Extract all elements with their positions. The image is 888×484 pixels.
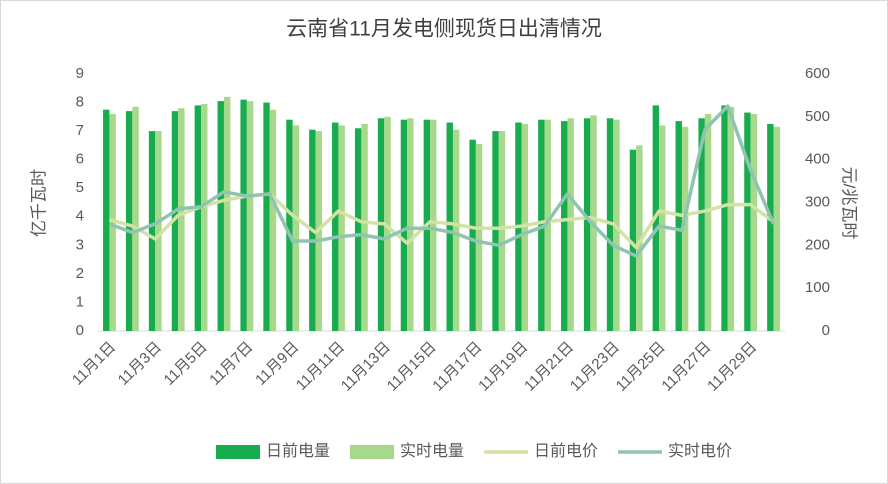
bar <box>384 116 391 331</box>
bar <box>223 96 231 331</box>
bar <box>561 121 568 331</box>
y-tick-label: 6 <box>76 151 84 168</box>
y2-tick-label: 200 <box>805 236 830 253</box>
bar <box>201 103 208 331</box>
bar <box>629 149 637 331</box>
bar <box>354 128 362 331</box>
bar <box>681 126 689 331</box>
bar <box>452 129 460 331</box>
bar <box>125 111 133 331</box>
bar <box>698 118 705 331</box>
bar <box>446 122 453 332</box>
bar <box>148 131 156 331</box>
bar <box>361 123 368 331</box>
bar <box>240 99 247 331</box>
line <box>108 192 775 250</box>
y-tick-label: 7 <box>76 122 84 139</box>
y-tick-label: 8 <box>76 94 84 111</box>
bar <box>292 125 300 332</box>
bar <box>194 105 202 332</box>
y-tick-label: 0 <box>76 322 84 339</box>
bar <box>155 131 162 331</box>
bar <box>721 105 728 332</box>
bar <box>636 145 643 331</box>
y2-tick-label: 400 <box>805 151 830 168</box>
y-tick-label: 9 <box>76 65 84 82</box>
legend-swatch <box>350 445 394 459</box>
bar <box>246 101 254 331</box>
bar <box>475 143 483 331</box>
y2-tick-label: 100 <box>805 279 830 296</box>
bar <box>469 139 476 331</box>
bar <box>675 121 682 331</box>
bar <box>400 119 408 331</box>
bar <box>498 131 506 331</box>
legend-label: 日前电价 <box>534 442 598 460</box>
legend-swatch <box>216 445 260 459</box>
y-tick-label: 5 <box>76 179 84 196</box>
bar <box>132 106 139 331</box>
bar <box>750 113 758 331</box>
y-tick-label: 4 <box>76 208 84 225</box>
bar <box>286 119 293 331</box>
y-tick-label: 2 <box>76 265 84 282</box>
bar <box>263 102 270 331</box>
bar <box>109 113 116 331</box>
bar <box>583 118 591 331</box>
y2-tick-label: 0 <box>822 322 830 339</box>
legend-label: 日前电量 <box>266 442 330 460</box>
legend-label: 实时电价 <box>668 442 732 460</box>
bar <box>332 122 339 332</box>
line <box>108 104 776 258</box>
legend-label: 实时电量 <box>400 442 464 460</box>
bar <box>767 123 774 331</box>
y-axis-label: 亿千瓦时 <box>29 169 48 237</box>
bar <box>492 131 499 331</box>
bar <box>567 118 574 331</box>
bar <box>544 119 551 331</box>
bar <box>103 109 110 331</box>
bar <box>269 109 277 331</box>
bar <box>727 106 735 331</box>
bar <box>407 118 414 331</box>
chart-title: 云南省11月发电侧现货日出清情况 <box>286 18 602 41</box>
bar <box>217 101 224 331</box>
bar <box>704 113 712 331</box>
y-tick-label: 3 <box>76 236 84 253</box>
y2-tick-label: 600 <box>805 65 830 82</box>
bar <box>430 119 437 331</box>
bar <box>744 112 751 331</box>
bar <box>178 108 185 332</box>
y-tick-label: 1 <box>76 293 84 310</box>
bar <box>538 119 545 331</box>
bar <box>338 125 345 332</box>
y2-tick-label: 300 <box>805 193 830 210</box>
bar <box>521 123 529 331</box>
y2-tick-label: 500 <box>805 108 830 125</box>
y2-axis-label: 元/兆瓦时 <box>840 167 859 240</box>
bar <box>773 126 780 331</box>
